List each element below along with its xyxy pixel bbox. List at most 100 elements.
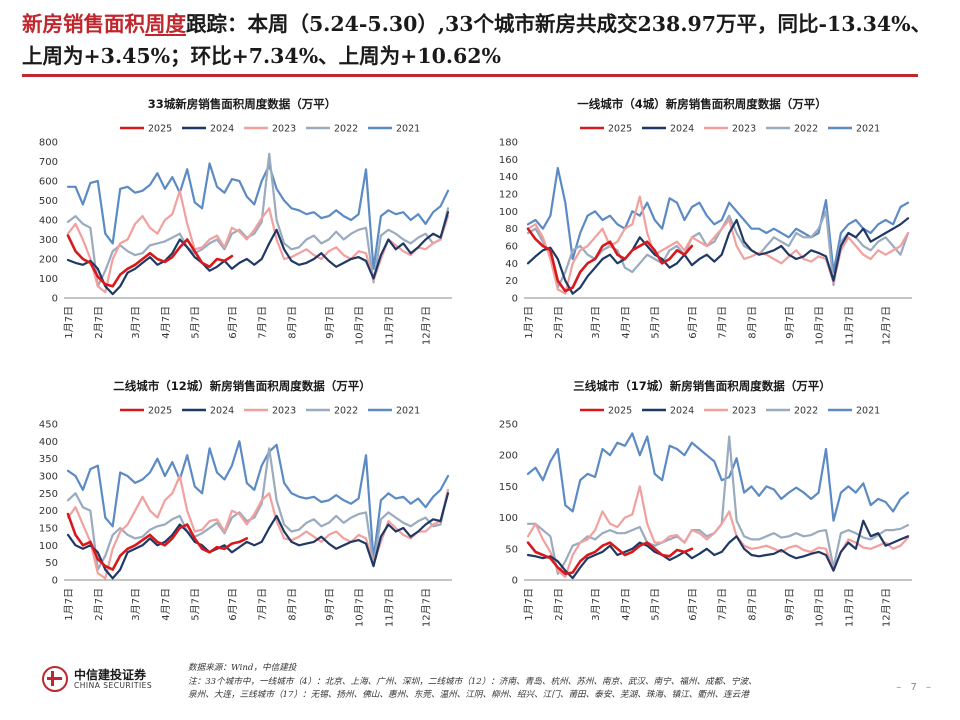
x-tick-label: 10月7日 — [814, 306, 826, 345]
series-line-2021 — [526, 166, 910, 274]
legend-label-2023: 2023 — [272, 406, 296, 417]
y-tick-label: 0 — [52, 294, 58, 305]
y-tick-label: 400 — [39, 216, 58, 227]
headline-keyword-underlined: 周度 — [145, 12, 186, 36]
x-tick-label: 9月7日 — [784, 306, 796, 339]
x-tick-label: 3月7日 — [130, 306, 142, 339]
y-tick-label: 500 — [39, 196, 58, 207]
y-tick-label: 300 — [39, 235, 58, 246]
source-notes: 数据来源：Wind，中信建投 注：33个城市中，一线城市（4）：北京、上海、广州… — [188, 662, 878, 703]
x-tick-label: 10月7日 — [354, 306, 366, 345]
x-tick-label: 10月7日 — [354, 588, 366, 627]
chart-svg: 一线城市（4城）新房销售面积周度数据（万平） 2025 2024 2023 2022 20… — [499, 97, 912, 345]
series-line-2024 — [526, 217, 910, 295]
x-tick-label: 4月7日 — [160, 588, 172, 621]
x-tick-label: 4月7日 — [160, 306, 172, 339]
x-tick-label: 8月7日 — [287, 306, 299, 339]
page-number: – 7 – — [896, 682, 934, 693]
chart-title: 三线城市（17城）新房销售面积周度数据（万平） — [573, 379, 831, 393]
x-tick-label: 2月7日 — [553, 588, 565, 621]
x-tick-label: 12月7日 — [881, 588, 893, 627]
y-tick-label: 100 — [499, 207, 518, 218]
x-tick-label: 6月7日 — [227, 306, 239, 339]
y-tick-label: 40 — [505, 259, 518, 270]
legend-label-2022: 2022 — [334, 406, 358, 417]
series-line-2025 — [526, 541, 694, 576]
chart-svg: 33城新房销售面积周度数据（万平） 2025 2024 2023 2022 2021 0 10… — [39, 97, 452, 345]
y-tick-label: 200 — [499, 451, 518, 462]
legend-label-2024: 2024 — [670, 124, 694, 135]
y-tick-label: 300 — [39, 472, 58, 483]
y-tick-label: 150 — [39, 524, 58, 535]
x-tick-label: 11月7日 — [843, 306, 855, 345]
y-tick-label: 0 — [52, 576, 58, 587]
x-tick-label: 11月7日 — [843, 588, 855, 627]
x-tick-label: 7月7日 — [257, 588, 269, 621]
series-line-2024 — [526, 519, 910, 580]
x-tick-label: 5月7日 — [190, 588, 202, 621]
y-tick-label: 140 — [499, 172, 518, 183]
chart-title: 一线城市（4城）新房销售面积周度数据（万平） — [577, 97, 827, 111]
series-line-2025 — [66, 234, 234, 288]
x-tick-label: 6月7日 — [687, 588, 699, 621]
x-tick-label: 10月7日 — [814, 588, 826, 627]
x-tick-label: 12月7日 — [421, 306, 433, 345]
note-line-2: 泉州、大连，三线城市（17）：无锡、扬州、佛山、惠州、东莞、温州、江阴、柳州、绍… — [188, 690, 749, 700]
chart-svg: 三线城市（17城）新房销售面积周度数据（万平） 2025 2024 2023 2022 2… — [499, 379, 912, 627]
y-tick-label: 400 — [39, 437, 58, 448]
y-tick-label: 50 — [45, 558, 58, 569]
x-tick-label: 9月7日 — [324, 306, 336, 339]
legend-label-2022: 2022 — [794, 124, 818, 135]
y-tick-label: 250 — [39, 489, 58, 500]
x-tick-label: 3月7日 — [590, 588, 602, 621]
x-tick-label: 5月7日 — [190, 306, 202, 339]
legend-label-2021: 2021 — [396, 406, 420, 417]
legend-label-2021: 2021 — [856, 406, 880, 417]
legend-label-2025: 2025 — [608, 406, 632, 417]
x-tick-label: 9月7日 — [784, 588, 796, 621]
chart-33-cities: 33城新房销售面积周度数据（万平） 2025 2024 2023 2022 2021 0 10… — [12, 86, 472, 376]
x-tick-label: 1月7日 — [523, 588, 535, 621]
y-tick-label: 180 — [499, 138, 518, 149]
legend-label-2021: 2021 — [856, 124, 880, 135]
company-logo: 中信建投证券 CHINA SECURITIES — [42, 664, 162, 694]
x-tick-label: 6月7日 — [687, 306, 699, 339]
y-tick-label: 60 — [505, 242, 518, 253]
y-tick-label: 450 — [39, 420, 58, 431]
logo-icon — [42, 666, 68, 692]
x-tick-label: 7月7日 — [717, 588, 729, 621]
y-tick-label: 160 — [499, 155, 518, 166]
source-line: 数据来源：Wind，中信建投 — [188, 663, 297, 673]
y-tick-label: 50 — [505, 544, 518, 555]
x-tick-label: 2月7日 — [93, 588, 105, 621]
x-tick-label: 12月7日 — [421, 588, 433, 627]
y-tick-label: 800 — [39, 138, 58, 149]
headline-divider — [22, 74, 918, 77]
series-line-2021 — [66, 440, 450, 561]
headline-summary: 跟踪：本周（5.24-5.30）,33个城市新房共成交238.97万平，同比-1… — [22, 12, 932, 68]
x-tick-label: 11月7日 — [383, 306, 395, 345]
x-tick-label: 8月7日 — [747, 588, 759, 621]
x-tick-label: 6月7日 — [227, 588, 239, 621]
y-tick-label: 0 — [512, 294, 518, 305]
x-tick-label: 3月7日 — [130, 588, 142, 621]
legend-label-2025: 2025 — [148, 406, 172, 417]
note-line-1: 注：33个城市中，一线城市（4）：北京、上海、广州、深圳，二线城市（12）：济南… — [188, 676, 757, 687]
series-line-2023 — [526, 195, 910, 295]
y-tick-label: 20 — [505, 276, 518, 287]
legend-label-2025: 2025 — [608, 124, 632, 135]
headline-keyword: 新房销售面积 — [22, 12, 145, 36]
y-tick-label: 150 — [499, 482, 518, 493]
x-tick-label: 2月7日 — [553, 306, 565, 339]
y-tick-label: 100 — [499, 513, 518, 524]
chart-title: 33城新房销售面积周度数据（万平） — [148, 97, 337, 111]
y-tick-label: 100 — [39, 541, 58, 552]
y-tick-label: 350 — [39, 454, 58, 465]
headline: 新房销售面积周度跟踪：本周（5.24-5.30）,33个城市新房共成交238.9… — [22, 8, 940, 72]
x-tick-label: 9月7日 — [324, 588, 336, 621]
series-line-2024 — [66, 211, 450, 296]
chart-svg: 二线城市（12城）新房销售面积周度数据（万平） 2025 2024 2023 2022 2… — [39, 379, 452, 627]
logo-name-en: CHINA SECURITIES — [74, 681, 153, 690]
y-tick-label: 80 — [505, 224, 518, 235]
logo-name-cn: 中信建投证券 — [74, 668, 147, 682]
